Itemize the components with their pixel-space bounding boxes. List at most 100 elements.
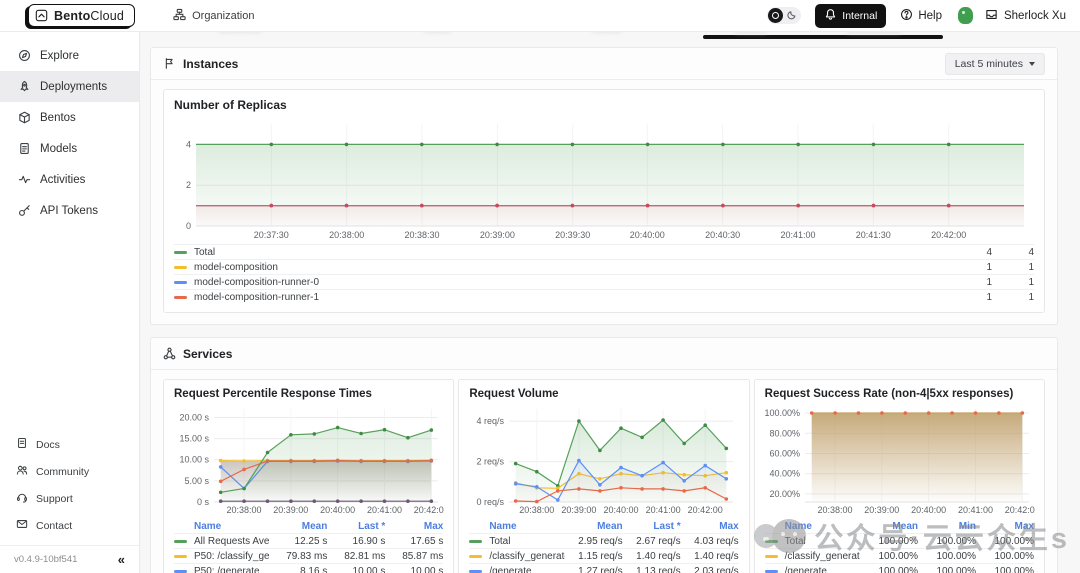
bento-box-icon <box>35 9 48 22</box>
sidebar-item-contact[interactable]: Contact <box>0 512 139 539</box>
svg-text:20:38:00: 20:38:00 <box>520 505 555 515</box>
series-swatch <box>174 265 187 269</box>
column-header[interactable]: Name <box>194 520 222 532</box>
svg-text:20:40:00: 20:40:00 <box>630 230 665 240</box>
column-header[interactable]: Mean <box>892 520 918 532</box>
request-volume-chart[interactable]: 4 req/s 2 req/s 0 req/s 20:38:00 20:39:00 20:… <box>469 401 739 517</box>
svg-text:0: 0 <box>186 221 191 231</box>
series-value: 100.00% <box>878 565 918 573</box>
series-value: 100.00% <box>878 535 918 547</box>
sidebar-item-docs[interactable]: Docs <box>0 431 139 458</box>
success-rate-chart[interactable]: 100.00% 80.00% 60.00% 40.00% 20.00% 20:38:00 2… <box>765 401 1035 517</box>
request-volume-card: Request Volume 4 req/s 2 req/s 0 req/s 20:3… <box>458 379 750 573</box>
version-label: v0.4.9-10bf541 <box>14 554 78 565</box>
community-icon <box>16 464 28 479</box>
svg-text:20:40:00: 20:40:00 <box>911 505 946 515</box>
response-times-title: Request Percentile Response Times <box>174 388 372 400</box>
request-volume-table: Name Mean Last * Max Total 2.95 req/s 2.67 req… <box>469 519 739 573</box>
svg-text:20:38:00: 20:38:00 <box>226 505 261 515</box>
sun-icon <box>768 8 784 23</box>
sidebar-item-api-tokens[interactable]: API Tokens <box>0 195 139 226</box>
series-value: 100.00% <box>994 535 1034 547</box>
series-swatch <box>764 539 778 543</box>
series-name: P50: /classify_generated_texts <box>194 550 270 562</box>
column-header[interactable]: Mean <box>597 520 623 532</box>
table-header-row: Name Mean Last * Max <box>174 519 443 533</box>
svg-text:2 req/s: 2 req/s <box>477 457 505 467</box>
help-button[interactable]: Help <box>900 8 942 24</box>
svg-text:20:39:30: 20:39:30 <box>555 230 590 240</box>
series-value: 1.13 req/s <box>636 565 681 573</box>
table-row: Total 4 4 <box>174 244 1034 259</box>
user-avatar[interactable] <box>957 7 973 24</box>
table-row: /generate 1.27 req/s 1.13 req/s 2.03 req/s <box>469 563 739 573</box>
sidebar-item-support[interactable]: Support <box>0 485 139 512</box>
theme-toggle[interactable] <box>767 7 802 24</box>
svg-text:15.00 s: 15.00 s <box>179 434 209 444</box>
column-header[interactable]: Max <box>719 520 739 532</box>
services-panel: Services Request Percentile Response Tim… <box>150 337 1058 573</box>
organization-switcher[interactable]: Organization <box>173 8 254 24</box>
sidebar: Explore Deployments Bentos Models Activities… <box>0 32 140 573</box>
sidebar-item-community[interactable]: Community <box>0 458 139 485</box>
bentocloud-logo[interactable]: BentoCloud <box>28 4 136 27</box>
collapse-sidebar-button[interactable]: « <box>117 552 125 567</box>
series-name: /classify_generated_texts <box>489 550 565 562</box>
column-header[interactable]: Name <box>784 520 812 532</box>
table-row: /classify_generated_texts 1.15 req/s 1.40 … <box>469 548 739 563</box>
internal-badge[interactable]: Internal <box>815 3 887 28</box>
series-name: /generate <box>489 565 532 573</box>
table-row: P50: /generate 8.16 s 10.00 s 10.00 s <box>174 563 444 573</box>
column-header[interactable]: Max <box>1014 520 1034 532</box>
column-header[interactable]: Last * <box>653 520 681 532</box>
flag-icon <box>163 57 176 70</box>
question-circle-icon <box>900 8 913 24</box>
section-gap <box>150 325 1058 337</box>
response-times-chart[interactable]: 20.00 s 15.00 s 10.00 s 5.00 s 0 s 20:38:00 20… <box>174 401 444 517</box>
series-swatch <box>469 569 483 573</box>
sidebar-nav: Explore Deployments Bentos Models Activities… <box>0 32 139 226</box>
column-header[interactable]: Mean <box>301 520 328 532</box>
mail-icon <box>16 518 28 533</box>
sidebar-item-activities[interactable]: Activities <box>0 164 139 195</box>
sidebar-item-label: Models <box>40 142 78 155</box>
sidebar-item-explore[interactable]: Explore <box>0 40 139 71</box>
svg-text:40.00%: 40.00% <box>769 469 800 479</box>
services-title: Services <box>183 346 233 361</box>
response-times-card: Request Percentile Response Times 20.00 … <box>163 379 455 573</box>
svg-text:0 s: 0 s <box>197 497 210 507</box>
column-header[interactable]: Last * <box>358 520 386 532</box>
instances-panel: Instances Last 5 minutes Number of Repli… <box>150 47 1058 325</box>
series-value: 2.67 req/s <box>636 535 681 547</box>
svg-text:20.00 s: 20.00 s <box>179 413 209 423</box>
series-value: 1 <box>1028 261 1034 273</box>
sidebar-item-label: Docs <box>36 438 60 451</box>
logo-text: BentoCloud <box>54 8 125 23</box>
series-value: 10.00 s <box>352 565 386 573</box>
series-value: 79.83 ms <box>286 550 328 562</box>
column-header[interactable]: Name <box>489 520 517 532</box>
time-range-dropdown[interactable]: Last 5 minutes <box>944 52 1045 75</box>
active-tab-indicator[interactable] <box>703 35 943 39</box>
sidebar-footer-bar: v0.4.9-10bf541 « <box>0 545 139 573</box>
services-icon <box>163 347 176 360</box>
replicas-chart[interactable]: 4 2 0 20:37:30 20:38:00 20:38:30 20:39:00 20:39… <box>174 114 1032 242</box>
sidebar-item-models[interactable]: Models <box>0 133 139 164</box>
user-menu[interactable]: Sherlock Xu <box>985 8 1066 24</box>
series-value: 2.03 req/s <box>694 565 739 573</box>
series-name: Total <box>784 535 806 547</box>
sidebar-item-deployments[interactable]: Deployments <box>0 71 139 102</box>
column-header[interactable]: Min <box>958 520 976 532</box>
series-value: 85.87 ms <box>402 550 444 562</box>
svg-text:10.00 s: 10.00 s <box>179 455 209 465</box>
organization-icon <box>173 8 186 24</box>
svg-text:20:38:00: 20:38:00 <box>817 505 852 515</box>
table-row: model-composition-runner-1 1 1 <box>174 289 1034 304</box>
svg-text:20:40:00: 20:40:00 <box>604 505 639 515</box>
series-swatch <box>174 250 187 254</box>
sidebar-item-bentos[interactable]: Bentos <box>0 102 139 133</box>
series-swatch <box>469 554 483 558</box>
column-header[interactable]: Max <box>423 520 444 532</box>
replicas-card: Number of Replicas 4 2 0 20:37:30 20:38:00 20… <box>163 89 1045 313</box>
